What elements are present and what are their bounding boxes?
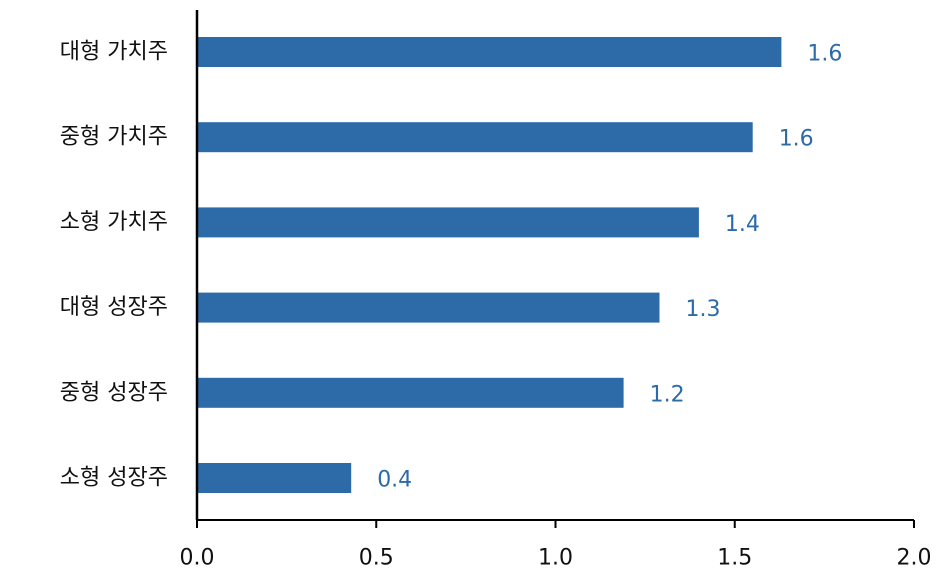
value-label-1: 1.6 — [779, 127, 814, 152]
value-label-3: 1.3 — [686, 297, 721, 322]
bar-1 — [197, 122, 753, 153]
bars-group — [197, 37, 782, 493]
value-label-0: 1.6 — [807, 42, 842, 67]
value-label-5: 0.4 — [377, 468, 412, 493]
bar-0 — [197, 37, 782, 67]
x-tick-labels-group: 0.0 0.5 1.0 1.5 2.0 — [180, 546, 932, 571]
x-tick-label-0: 0.0 — [180, 546, 215, 571]
bar-3 — [197, 292, 660, 323]
x-tick-label-4: 2.0 — [897, 546, 932, 571]
x-tick-label-3: 1.5 — [717, 546, 752, 571]
category-label-1: 중형 가치주 — [60, 125, 168, 150]
x-tick-label-1: 0.5 — [359, 546, 394, 571]
category-label-2: 소형 가치주 — [60, 210, 168, 235]
category-label-4: 중형 성장주 — [60, 380, 168, 405]
bar-5 — [197, 463, 352, 493]
category-label-5: 소형 성장주 — [60, 466, 168, 491]
value-label-4: 1.2 — [650, 382, 685, 407]
value-labels-group: 1.6 1.6 1.4 1.3 1.2 0.4 — [377, 42, 842, 493]
category-label-0: 대형 가치주 — [60, 40, 168, 65]
bar-4 — [197, 377, 624, 408]
value-label-2: 1.4 — [725, 212, 760, 237]
category-label-3: 대형 성장주 — [60, 295, 168, 320]
bar-2 — [197, 207, 699, 238]
x-ticks-group — [196, 520, 915, 528]
x-tick-label-2: 1.0 — [538, 546, 573, 571]
